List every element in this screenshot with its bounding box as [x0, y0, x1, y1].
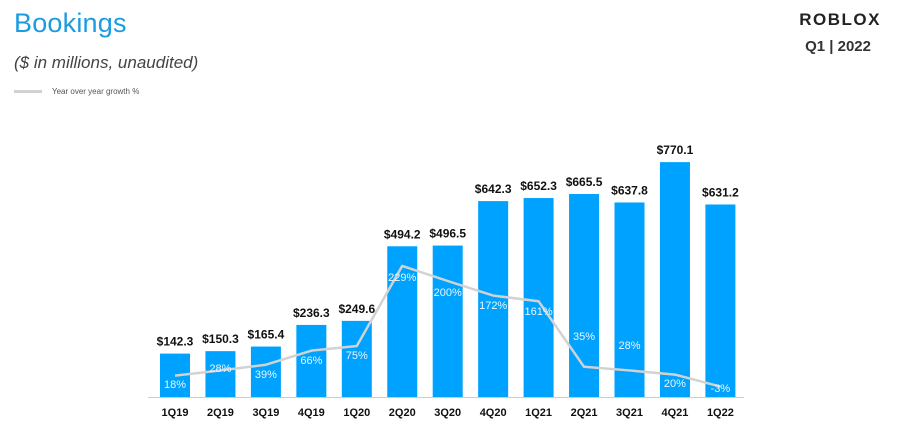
bar-3q19 — [250, 346, 281, 397]
x-tick-label: 4Q21 — [661, 407, 688, 419]
x-tick-label: 3Q21 — [616, 407, 643, 419]
growth-label: 66% — [300, 355, 322, 367]
x-tick-label: 1Q22 — [707, 407, 734, 419]
page-subtitle: ($ in millions, unaudited) — [14, 53, 199, 72]
x-tick-label: 2Q20 — [389, 407, 416, 419]
x-tick-label: 1Q20 — [343, 407, 370, 419]
bar-3q21 — [614, 202, 645, 397]
bar-value-label: $652.3 — [520, 179, 557, 193]
growth-label: -3% — [711, 383, 731, 395]
bar-value-label: $236.3 — [293, 306, 330, 320]
x-tick-label: 1Q19 — [162, 407, 189, 419]
growth-label: 35% — [573, 331, 595, 343]
bar-value-label: $142.3 — [157, 335, 194, 349]
x-tick-label: 4Q20 — [480, 407, 507, 419]
bar-value-label: $637.8 — [611, 183, 648, 197]
growth-label: 75% — [346, 350, 368, 362]
report-period: Q1 | 2022 — [805, 38, 871, 55]
legend-label: Year over year growth % — [52, 87, 140, 96]
bar-1q22 — [705, 204, 736, 397]
growth-label: 200% — [434, 287, 462, 299]
bar-value-label: $494.2 — [384, 227, 421, 241]
bar-value-label: $150.3 — [202, 332, 239, 346]
x-tick-label: 3Q19 — [252, 407, 279, 419]
bar-2q21 — [569, 194, 600, 397]
growth-label: 161% — [525, 306, 553, 318]
growth-label: 229% — [388, 272, 416, 284]
bar-1q21 — [523, 198, 554, 397]
bar-value-label: $665.5 — [566, 175, 603, 189]
bar-value-label: $165.4 — [248, 328, 285, 342]
bar-value-label: $496.5 — [429, 227, 466, 241]
bar-4q19 — [296, 324, 327, 397]
brand-logo: ROBLOX — [799, 10, 881, 29]
bar-value-label: $631.2 — [702, 185, 739, 199]
x-tick-label: 4Q19 — [298, 407, 325, 419]
legend-line-swatch — [14, 90, 42, 93]
bar-4q21 — [659, 162, 690, 397]
page-title: Bookings — [14, 8, 127, 38]
x-tick-label: 2Q21 — [571, 407, 598, 419]
x-tick-label: 3Q20 — [434, 407, 461, 419]
growth-label: 39% — [255, 369, 277, 381]
bar-1q20 — [341, 320, 372, 397]
growth-label: 28% — [209, 363, 231, 375]
x-tick-label: 1Q21 — [525, 407, 552, 419]
growth-label: 28% — [618, 340, 640, 352]
growth-label: 20% — [664, 378, 686, 390]
growth-label: 18% — [164, 379, 186, 391]
bar-3q20 — [432, 245, 463, 397]
bar-4q20 — [478, 201, 509, 397]
chart-legend: Year over year growth % — [14, 87, 139, 96]
x-tick-label: 2Q19 — [207, 407, 234, 419]
growth-label: 172% — [479, 300, 507, 312]
bar-2q19 — [205, 351, 236, 397]
bar-value-label: $770.1 — [657, 143, 694, 157]
bar-value-label: $249.6 — [338, 302, 375, 316]
growth-line — [174, 264, 721, 388]
bar-2q20 — [387, 246, 418, 397]
bar-value-label: $642.3 — [475, 182, 512, 196]
